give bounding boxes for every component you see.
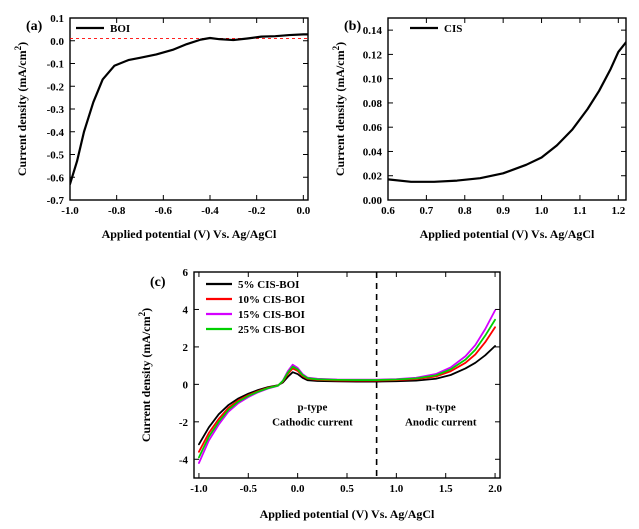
ytick-label: 0.1 [50, 13, 64, 25]
xlabel: Applied potential (V) Vs. Ag/AgCl [260, 507, 435, 521]
ytick-label: 2 [183, 342, 189, 354]
ylabel: Current density (mA/cm2) [331, 42, 347, 176]
annotation: p-type [297, 402, 327, 414]
legend-label: 25% CIS-BOI [238, 324, 305, 336]
ytick-label: 0 [183, 379, 189, 391]
xtick-label: -0.6 [155, 205, 173, 217]
annotation: n-type [426, 402, 456, 414]
series-10%-CIS-BOI [199, 327, 495, 452]
ytick-label: -0.1 [47, 59, 64, 71]
panel-b: (b) 0.6 0.7 0.8 0.9 1.0 1.1 1.2 0.00 0.02 0.04 0.06… [326, 2, 636, 246]
xtick-label: -1.0 [190, 483, 208, 495]
xlabel: Applied potential (V) Vs. Ag/AgCl [102, 227, 277, 241]
chart-c: (c) -1.0 -0.5 0.0 0.5 1.0 1.5 2.0 -4 -2 0 2 4 6 Applie… [132, 256, 510, 526]
panel-label: (a) [26, 19, 43, 34]
ytick-label: 0.12 [363, 49, 383, 61]
ytick-label: 0.06 [363, 122, 383, 134]
chart-b: (b) 0.6 0.7 0.8 0.9 1.0 1.1 1.2 0.00 0.02 0.04 0.06… [326, 2, 636, 246]
xtick-label: 0.9 [496, 205, 510, 217]
panel-a: (a)-1.0-0.8-0.6-0.4-0.20.0-0.7-0.6-0.5-0… [8, 2, 318, 246]
ytick-label: 4 [183, 304, 189, 316]
ytick-label: 0.0 [50, 36, 64, 48]
ytick-label: -0.6 [47, 172, 65, 184]
xtick-label: 1.5 [439, 483, 453, 495]
ytick-label: -2 [179, 417, 189, 429]
xtick-label: 0.0 [296, 205, 310, 217]
ytick-label: 0.14 [363, 25, 383, 37]
ytick-label: 6 [183, 267, 189, 279]
series-5%-CIS-BOI [199, 346, 495, 444]
series-CIS [388, 42, 626, 182]
legend-label: 15% CIS-BOI [238, 309, 305, 321]
annotation: Anodic current [405, 417, 477, 429]
ylabel: Current density (mA/cm2) [137, 308, 153, 442]
xtick-label: 0.6 [381, 205, 395, 217]
legend-label: 5% CIS-BOI [238, 279, 299, 291]
plot-frame [70, 18, 308, 200]
panel-label: (b) [344, 19, 361, 34]
annotation: Cathodic current [272, 417, 353, 429]
xlabel: Applied potential (V) Vs. Ag/AgCl [420, 227, 595, 241]
xtick-label: 1.0 [535, 205, 549, 217]
xtick-label: -0.2 [248, 205, 266, 217]
xtick-label: -0.8 [108, 205, 126, 217]
series-25%-CIS-BOI [199, 320, 495, 458]
ytick-label: -0.4 [47, 127, 65, 139]
xtick-label: 0.7 [420, 205, 434, 217]
ytick-label: 0.00 [363, 195, 383, 207]
chart-a: (a)-1.0-0.8-0.6-0.4-0.20.0-0.7-0.6-0.5-0… [8, 2, 318, 246]
ytick-label: 0.10 [363, 74, 383, 86]
ytick-label: -4 [179, 454, 189, 466]
xtick-label: 2.0 [488, 483, 502, 495]
xtick-label: 1.2 [611, 205, 625, 217]
ytick-label: -0.5 [47, 150, 65, 162]
ylabel: Current density (mA/cm2) [13, 42, 29, 176]
legend-label: BOI [110, 23, 130, 35]
ytick-label: -0.7 [47, 195, 65, 207]
xtick-label: -0.4 [201, 205, 219, 217]
xtick-label: 0.8 [458, 205, 472, 217]
ytick-label: -0.2 [47, 81, 65, 93]
legend-label: CIS [444, 23, 462, 35]
xtick-label: 1.0 [389, 483, 403, 495]
panel-label: (c) [150, 275, 166, 290]
ytick-label: 0.04 [363, 146, 383, 158]
xtick-label: -0.5 [240, 483, 258, 495]
xtick-label: 0.5 [340, 483, 354, 495]
ytick-label: -0.3 [47, 104, 65, 116]
legend-label: 10% CIS-BOI [238, 294, 305, 306]
panel-c: (c) -1.0 -0.5 0.0 0.5 1.0 1.5 2.0 -4 -2 0 2 4 6 Applie… [132, 256, 510, 526]
ytick-label: 0.08 [363, 98, 383, 110]
xtick-label: 0.0 [291, 483, 305, 495]
ytick-label: 0.02 [363, 171, 383, 183]
series-BOI [70, 34, 308, 184]
xtick-label: 1.1 [573, 205, 587, 217]
